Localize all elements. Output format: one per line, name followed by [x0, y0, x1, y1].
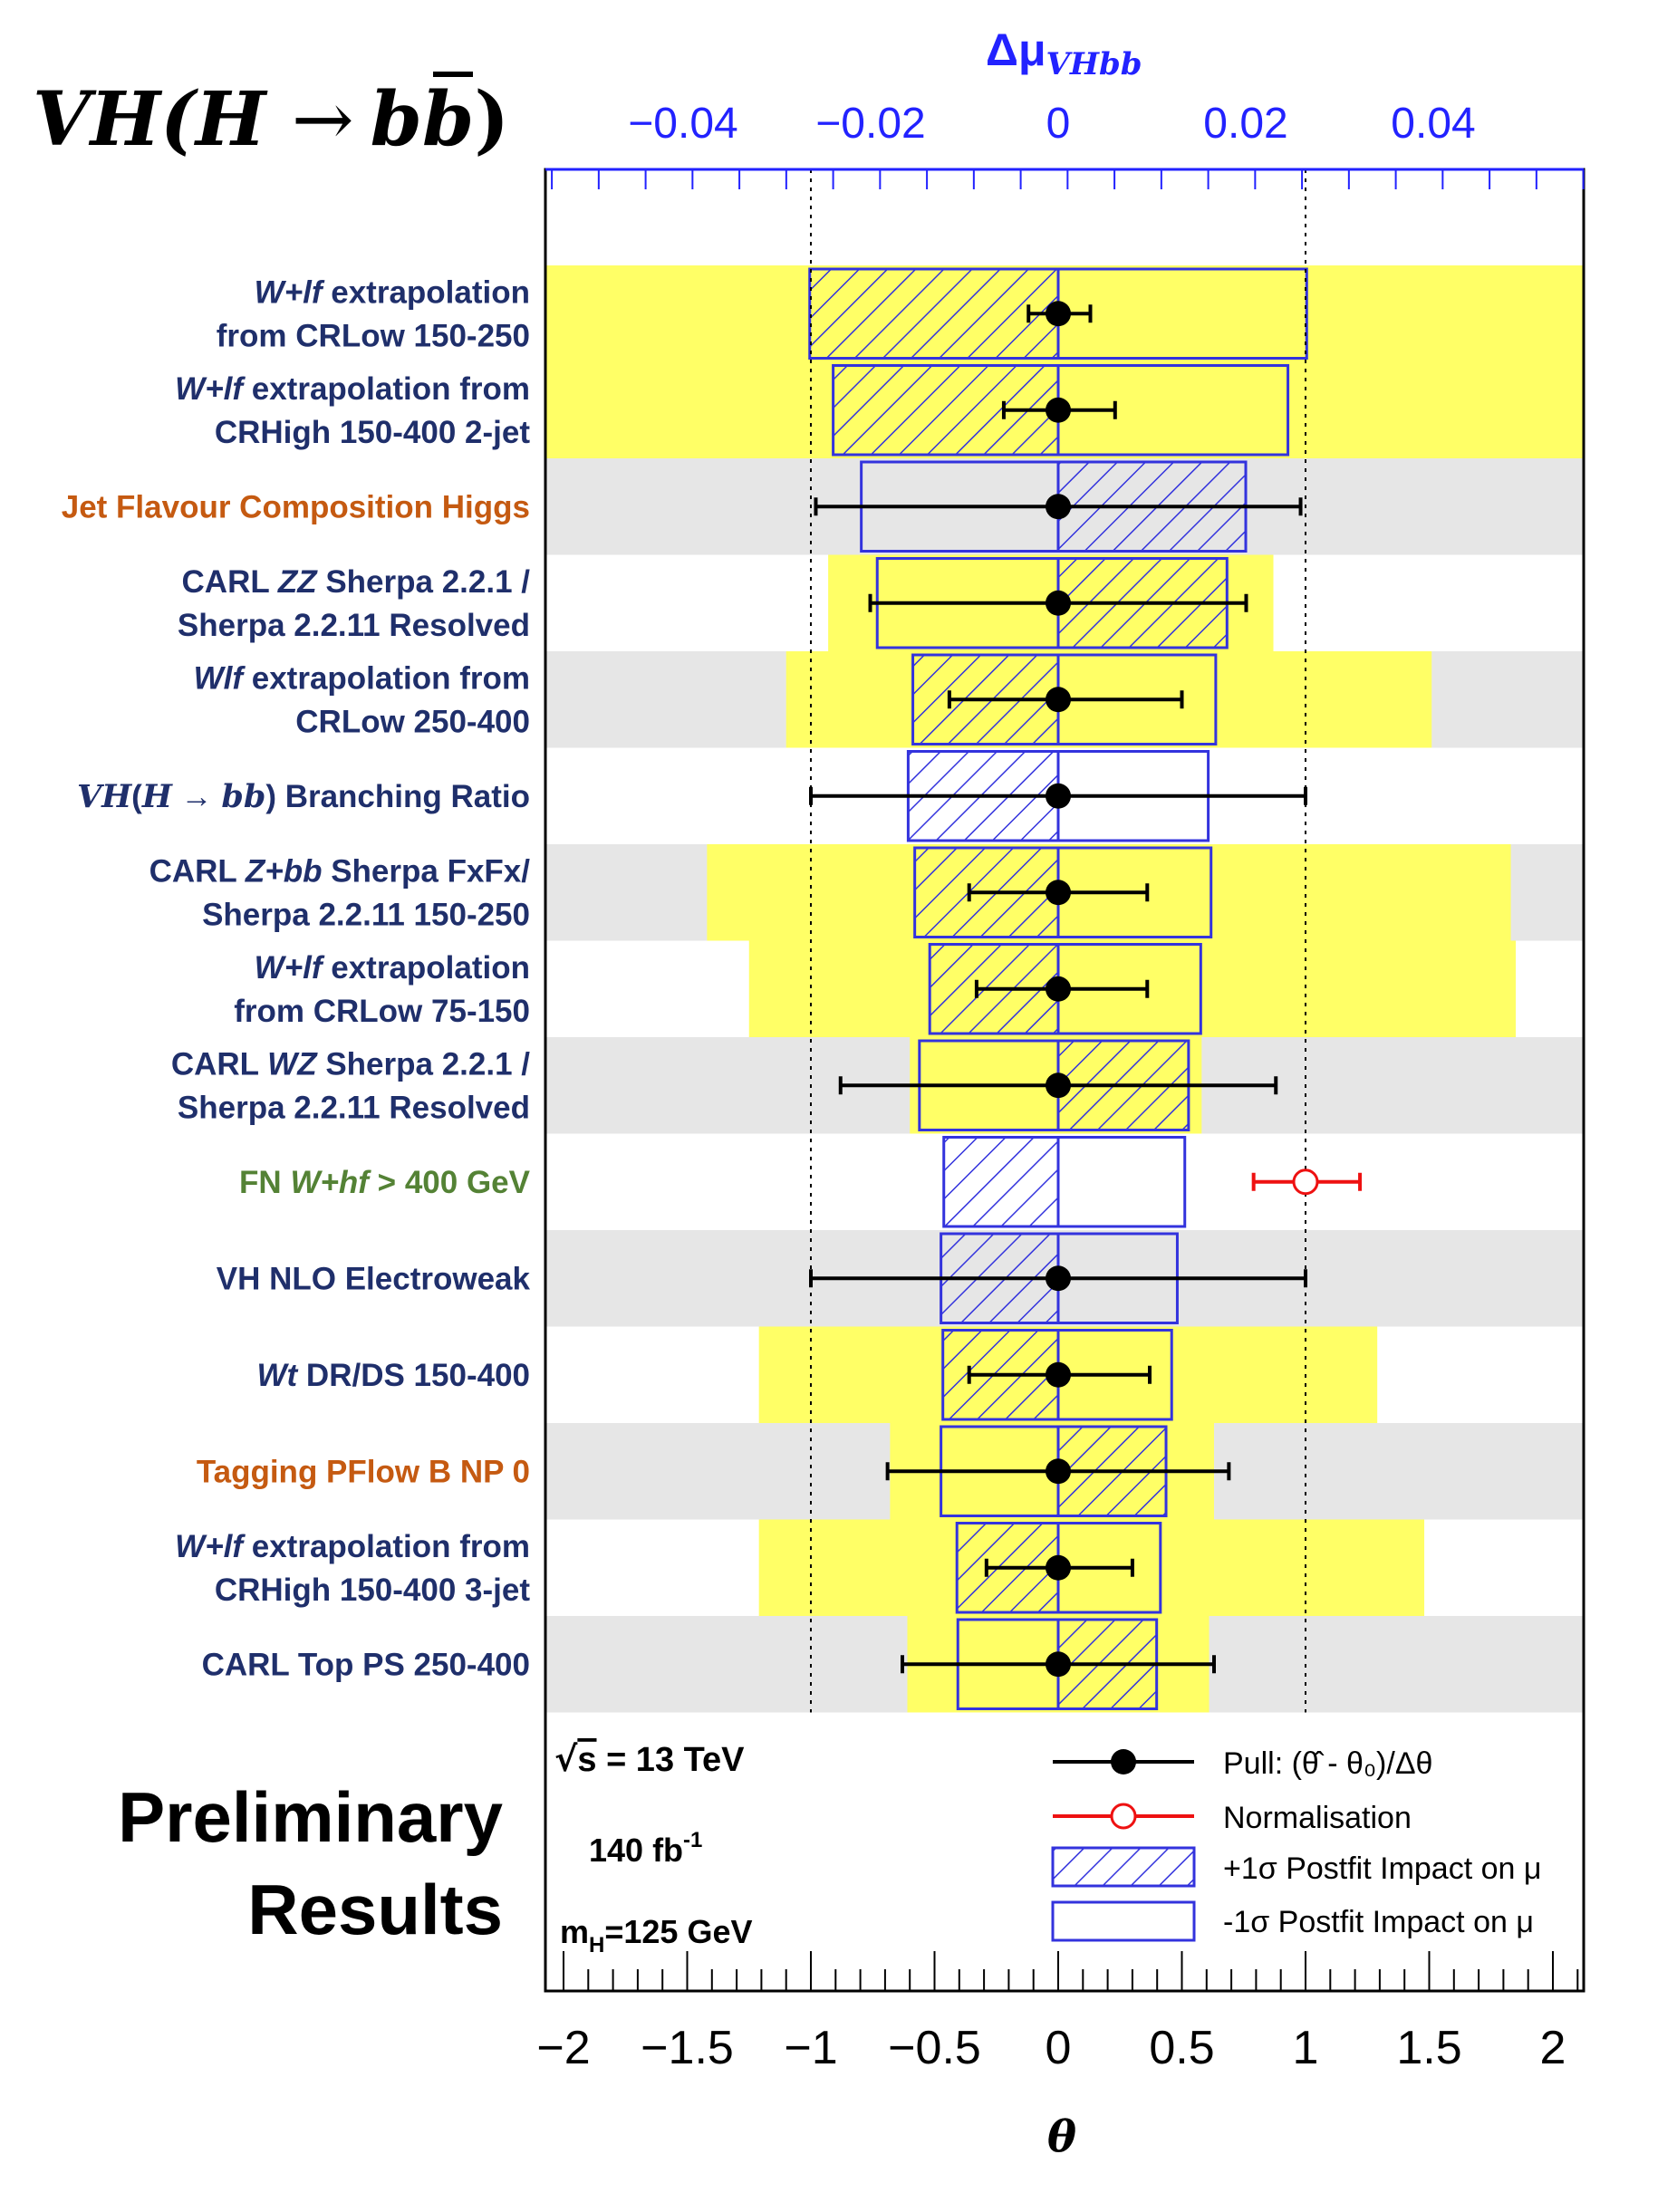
row-label: Sherpa 2.2.11 Resolved: [178, 1090, 530, 1125]
row-label: Sherpa 2.2.11 150-250: [202, 897, 530, 932]
top-tick-label: −0.02: [815, 100, 925, 148]
row-label: CARL Top PS 250-400: [202, 1647, 530, 1682]
top-tick-label: 0.04: [1391, 100, 1475, 148]
row-label: Jet Flavour Composition Higgs: [62, 489, 530, 524]
row-label: W+lf extrapolation from: [175, 1529, 530, 1564]
pull-point: [1046, 783, 1071, 809]
x-tick-label: −1: [784, 2022, 837, 2074]
info-box: √s = 13 TeV 140 fb-1 mH=125 GeV: [554, 1739, 752, 1957]
top-tick-label: −0.04: [628, 100, 737, 148]
norm-point: [1292, 1169, 1319, 1196]
pull-point: [1046, 1072, 1071, 1099]
pull-point: [1046, 880, 1071, 906]
x-tick-label: 0: [1046, 2022, 1072, 2074]
preliminary-line2: Results: [247, 1870, 503, 1949]
svg-text:-1σ Postfit Impact on μ: -1σ Postfit Impact on μ: [1223, 1905, 1534, 1939]
row-label: CRHigh 150-400 2-jet: [215, 415, 531, 450]
row-label: Tagging PFlow B NP 0: [197, 1454, 530, 1489]
row-label: CRHigh 150-400 3-jet: [215, 1572, 531, 1608]
x-axis-title: θ: [1047, 2111, 1076, 2162]
pull-point: [1046, 397, 1071, 423]
x-tick-label: 1: [1293, 2022, 1319, 2074]
impact-plus-box: [942, 1136, 1060, 1228]
legend-item-minus-impact: -1σ Postfit Impact on μ: [1051, 1900, 1534, 1942]
pull-point: [1046, 1651, 1071, 1678]
sqrt-s-label: √s = 13 TeV: [554, 1739, 745, 1779]
pull-point: [1046, 976, 1071, 1002]
mass-label: mH=125 GeV: [560, 1913, 752, 1957]
pull-point: [1046, 1265, 1071, 1292]
x-tick-label: −1.5: [641, 2022, 734, 2074]
pull-point: [1046, 1361, 1071, 1388]
top-tick-label: 0.02: [1203, 100, 1287, 148]
impact-plus-box: [808, 267, 1060, 360]
pull-point: [1046, 301, 1071, 327]
preliminary-line1: Preliminary: [118, 1777, 503, 1857]
x-tick-label: −2: [536, 2022, 590, 2074]
x-tick-label: 2: [1540, 2022, 1566, 2074]
row-label: CARL WZ Sherpa 2.2.1 /: [171, 1046, 530, 1082]
row-label: W+lf extrapolation: [255, 950, 530, 986]
legend-item-pull: Pull: (θ̂ - θ₀)/Δθ: [1053, 1746, 1432, 1781]
x-tick-label: 1.5: [1396, 2022, 1461, 2074]
row-label: CARL ZZ Sherpa 2.2.1 /: [182, 564, 531, 600]
row-label: Wlf extrapolation from: [194, 660, 530, 696]
row-label: from CRLow 75-150: [234, 994, 530, 1029]
axes: −0.04 −0.02 0 0.02 0.04 −2 −1.5 −1 −0.5 0 0.5 1 1.5 2: [536, 100, 1585, 2074]
x-tick-label: −0.5: [888, 2022, 981, 2074]
pull-point: [1046, 1458, 1071, 1485]
row-labels: W+lf extrapolation from CRLow 150-250 W+lf…: [62, 274, 531, 1682]
row-label: VH(H → bb) Branching Ratio: [77, 778, 530, 815]
lumi-label: 140 fb-1: [589, 1828, 702, 1869]
row-label: CRLow 250-400: [295, 704, 530, 739]
x-tick-label: 0.5: [1149, 2022, 1214, 2074]
legend-item-plus-impact: +1σ Postfit Impact on μ: [1051, 1846, 1541, 1888]
row-label: Wt DR/DS 150-400: [257, 1358, 531, 1393]
row-label: W+lf extrapolation from: [175, 371, 530, 407]
row-label: from CRLow 150-250: [217, 318, 530, 353]
legend-item-normalisation: Normalisation: [1053, 1801, 1412, 1835]
row-label: FN W+hf > 400 GeV: [239, 1165, 531, 1200]
pull-point: [1046, 1554, 1071, 1581]
svg-text:+1σ Postfit Impact on μ: +1σ Postfit Impact on μ: [1223, 1851, 1541, 1886]
row-label: VH NLO Electroweak: [217, 1261, 531, 1296]
pull-point: [1046, 494, 1071, 520]
pull-point: [1046, 590, 1071, 616]
row-label: CARL Z+bb Sherpa FxFx/: [149, 853, 531, 889]
reference-lines: [810, 169, 1306, 1713]
svg-text:Normalisation: Normalisation: [1223, 1801, 1412, 1835]
top-tick-label: 0: [1046, 100, 1071, 148]
plot-title: VH(H → bb): [33, 76, 509, 163]
row-label: Sherpa 2.2.11 Resolved: [178, 608, 530, 643]
top-axis-title: ΔμVHbb: [986, 24, 1142, 82]
legend: Pull: (θ̂ - θ₀)/Δθ Normalisation +1σ Pos…: [1051, 1746, 1541, 1942]
svg-text:Pull: (θ̂ - θ₀)/Δθ: Pull: (θ̂ - θ₀)/Δθ: [1223, 1746, 1432, 1781]
pull-markers: [809, 301, 1363, 1678]
row-label: W+lf extrapolation: [255, 274, 530, 310]
pull-point: [1046, 687, 1071, 713]
